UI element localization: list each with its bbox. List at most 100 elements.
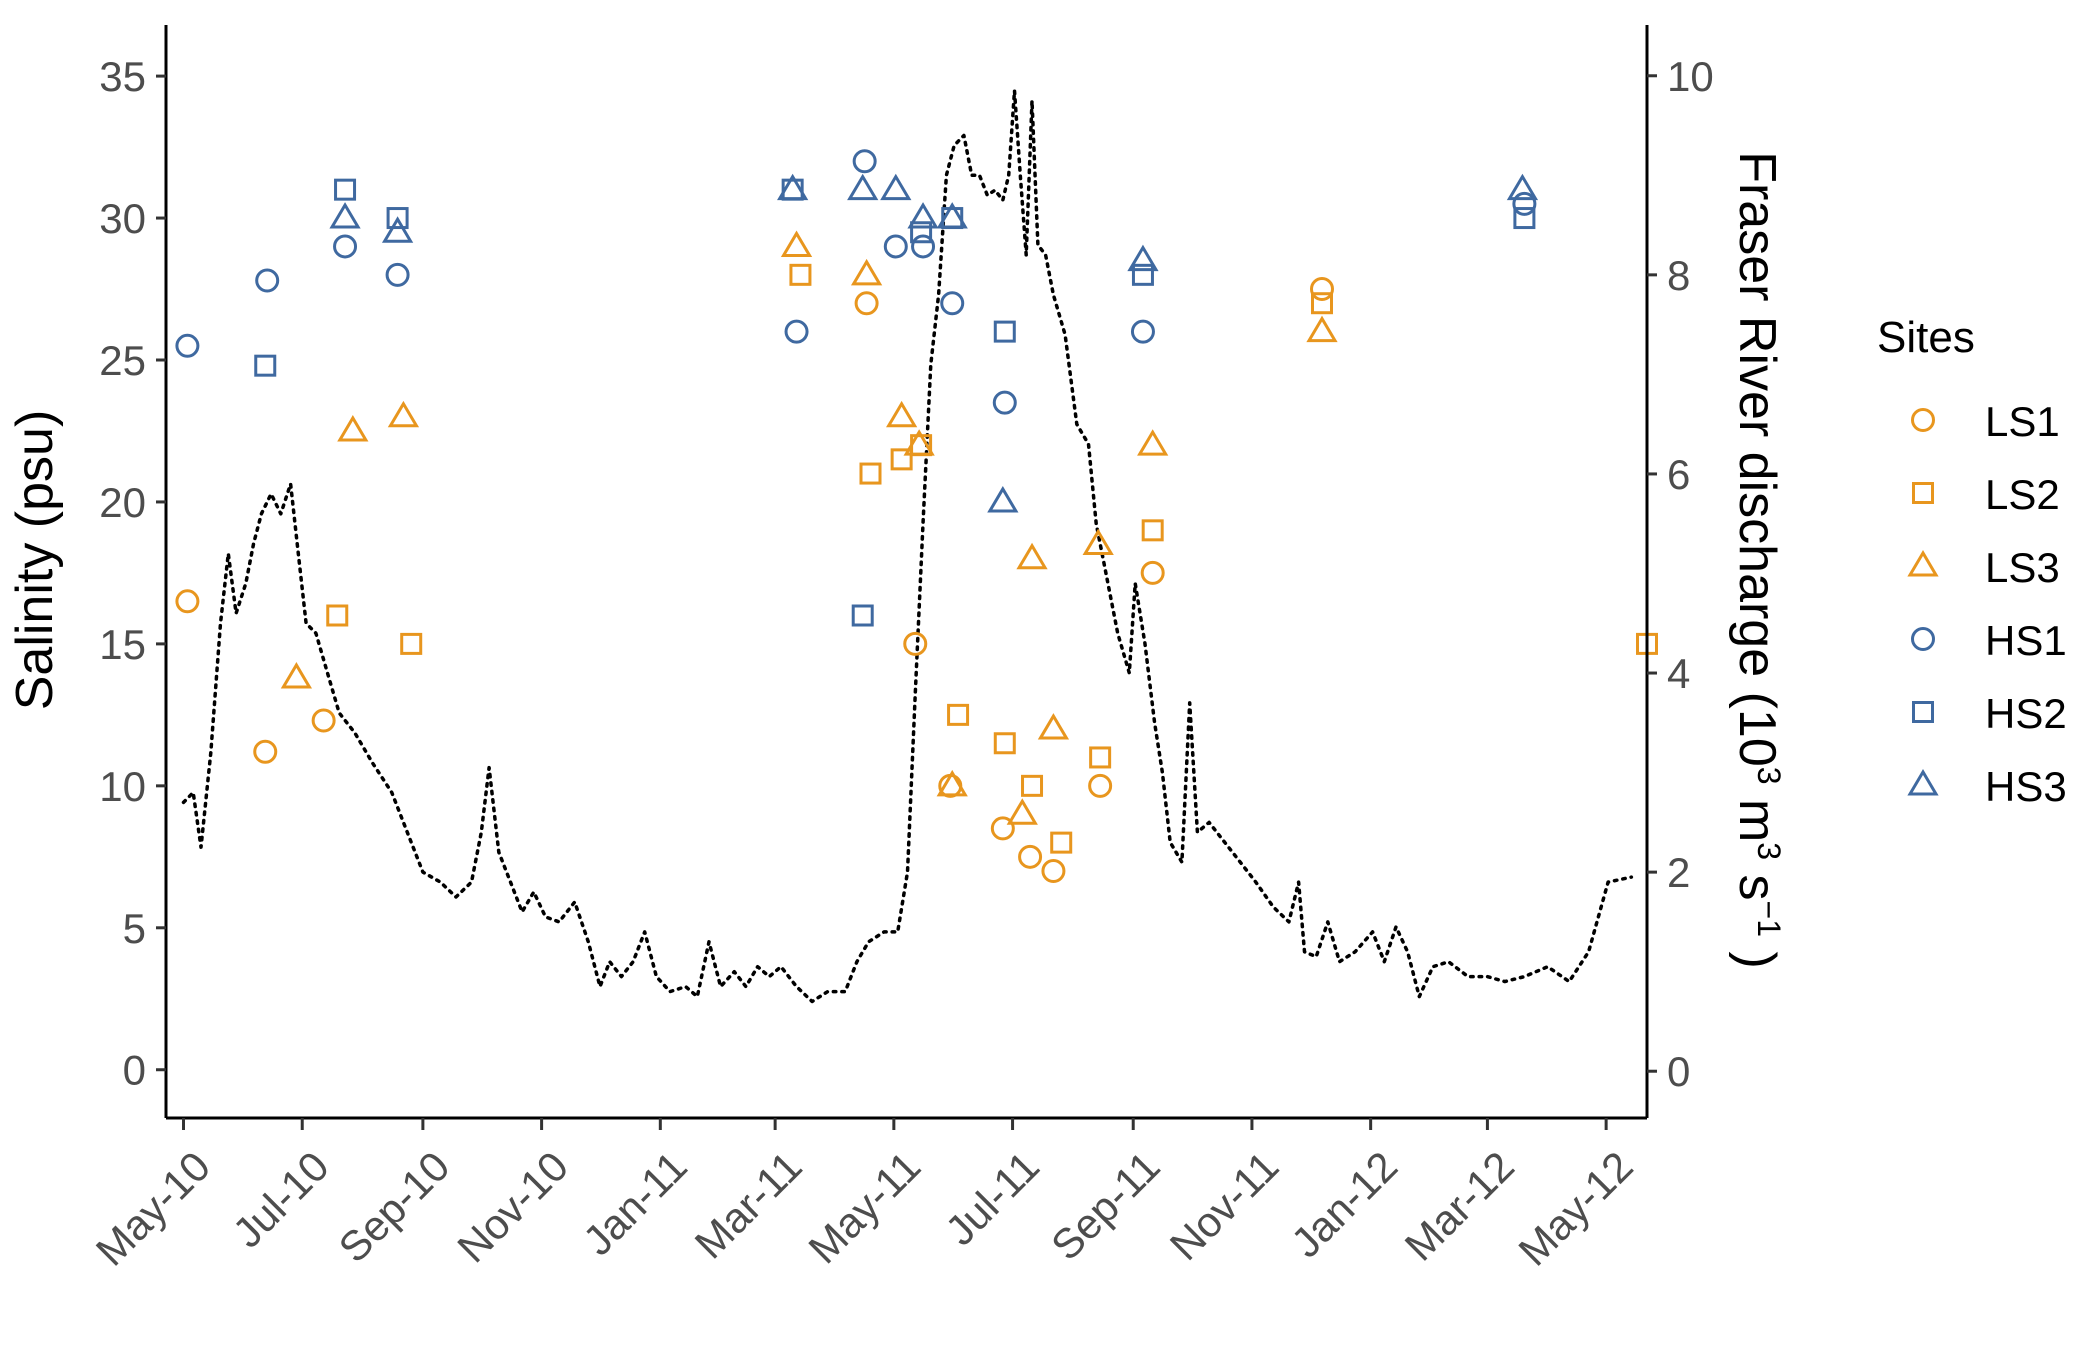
- ls3-point: [1037, 713, 1070, 740]
- y2-tick-label: 8: [1667, 252, 1690, 299]
- ls3-point: [387, 400, 420, 428]
- hs3-point: [1506, 173, 1539, 201]
- x-tick-label: Sep-11: [1042, 1142, 1169, 1269]
- y-tick-label: 15: [99, 621, 146, 668]
- x-tick-label: Nov-11: [1161, 1142, 1288, 1269]
- ls2-point: [789, 263, 812, 286]
- hs3-point: [777, 173, 809, 201]
- hs1-point: [333, 234, 358, 259]
- y2-tick-label: 10: [1667, 53, 1714, 100]
- ls2-point: [326, 604, 349, 627]
- ls3-point: [1006, 798, 1038, 825]
- hs1-point: [385, 262, 410, 287]
- hs1-point: [1130, 319, 1155, 344]
- x-tick-label: Sep-10: [329, 1142, 458, 1271]
- legend-key-hs3: [1907, 769, 1939, 796]
- hs1-point: [255, 268, 280, 293]
- ls1-point: [1018, 844, 1043, 869]
- hs3-point: [1127, 244, 1159, 272]
- hs1-point: [883, 234, 908, 259]
- ls1-point: [311, 708, 336, 733]
- hs3-point: [987, 485, 1019, 513]
- ls2-point: [890, 448, 913, 471]
- ls3-point: [903, 429, 935, 456]
- hs3-point: [381, 216, 414, 243]
- hs3-point: [329, 202, 361, 229]
- hs2-point: [386, 207, 409, 230]
- hs1-point: [175, 333, 200, 358]
- ls2-point: [1141, 519, 1164, 542]
- ls3-point: [780, 230, 813, 257]
- x-tick-label: Nov-10: [448, 1142, 577, 1271]
- ls3-point: [1137, 429, 1169, 456]
- ls1-point: [1041, 859, 1066, 884]
- y-tick-label: 35: [99, 53, 146, 100]
- ls1-point: [854, 291, 879, 316]
- legend-label-ls3: LS3: [1985, 544, 2060, 591]
- ls3-point: [936, 769, 968, 797]
- x-tick-label: Jan-12: [1282, 1142, 1406, 1266]
- ls1-point: [253, 739, 278, 764]
- legend-items: LS1 LS2 LS3 HS1 HS2 HS3: [1907, 398, 2067, 810]
- hs3-point: [847, 173, 879, 201]
- hs2-point: [1513, 207, 1536, 230]
- y2-axis-title: Fraser River discharge (103 m3 s−1 ): [1728, 151, 1787, 969]
- ls1-point: [175, 589, 200, 614]
- y2-tick-label: 2: [1667, 849, 1690, 896]
- hs2-point: [851, 604, 874, 627]
- hs1-point: [852, 149, 877, 174]
- legend-label-ls1: LS1: [1985, 398, 2060, 445]
- legend-label-hs3: HS3: [1985, 763, 2067, 810]
- ls2-point: [859, 462, 882, 485]
- ls3-point: [1306, 315, 1338, 343]
- y-tick-label: 0: [123, 1047, 146, 1094]
- hs2-point: [1131, 263, 1154, 286]
- hs3-point: [907, 202, 939, 229]
- x-tick-label: Jul-10: [224, 1142, 338, 1256]
- ls1-point: [990, 816, 1015, 841]
- hs1-point: [992, 390, 1017, 415]
- ls2-point: [1050, 831, 1073, 854]
- hs1-point: [1512, 191, 1537, 216]
- ls2-point: [400, 632, 423, 655]
- ls2-point: [1021, 774, 1044, 797]
- legend-key-hs1: [1911, 627, 1935, 651]
- y-axis-title: Salinity (psu): [6, 410, 64, 711]
- ls1-point: [1140, 560, 1165, 585]
- hs2-point: [993, 320, 1016, 343]
- hs1-point: [911, 234, 936, 259]
- x-tick-label: May-12: [1509, 1142, 1641, 1274]
- y2-tick-label: 6: [1667, 451, 1690, 498]
- legend-label-hs2: HS2: [1985, 690, 2067, 737]
- hs3-point: [880, 173, 912, 201]
- legend-key-hs2: [1912, 701, 1934, 723]
- ls1-point: [1309, 277, 1334, 302]
- ls2-point: [1310, 292, 1333, 315]
- ls3-point: [1016, 542, 1048, 570]
- ls3-point: [337, 415, 369, 442]
- y2-tick-label: 0: [1667, 1048, 1690, 1095]
- x-tick-label: Mar-11: [686, 1142, 811, 1267]
- ls3-point: [280, 662, 313, 689]
- ls3-point: [850, 258, 883, 286]
- x-tick-label: Jul-11: [936, 1142, 1048, 1254]
- hs2-point: [910, 221, 933, 244]
- hs1-point: [940, 291, 965, 316]
- ls1-point: [1088, 773, 1113, 798]
- ls1-point: [903, 631, 928, 656]
- discharge-line: [181, 88, 1634, 1004]
- x-tick-label: Jan-11: [574, 1142, 696, 1264]
- x-tick-label: Mar-12: [1396, 1142, 1523, 1269]
- ls3-point: [1082, 528, 1114, 556]
- hs2-point: [254, 354, 277, 377]
- x-tick-label: May-11: [799, 1142, 929, 1272]
- discharge-line-layer: [181, 88, 1634, 1004]
- hs2-point: [334, 178, 357, 201]
- legend-key-ls3: [1907, 550, 1939, 577]
- legend-key-ls1: [1911, 408, 1935, 432]
- legend: Sites LS1 LS2 LS3 HS1 HS2 HS3: [1877, 313, 2067, 810]
- legend-title: Sites: [1877, 313, 1975, 362]
- y2-tick-label: 4: [1667, 650, 1690, 697]
